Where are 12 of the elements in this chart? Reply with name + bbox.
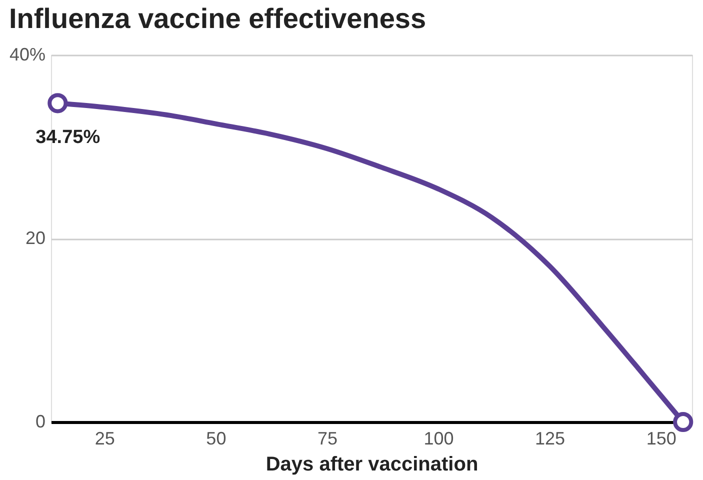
x-tick-label: 125 xyxy=(535,428,566,448)
x-tick-label: 75 xyxy=(317,428,338,448)
annotation: 34.75% xyxy=(36,127,100,148)
y-tick-label: 40% xyxy=(9,44,46,64)
chart-title: Influenza vaccine effectiveness xyxy=(8,3,426,34)
y-tick-label: 20 xyxy=(25,228,46,248)
y-tick-label: 0 xyxy=(35,412,46,432)
x-axis-title: Days after vaccination xyxy=(266,454,478,476)
x-tick-label: 100 xyxy=(424,428,454,448)
x-tick-label: 25 xyxy=(94,428,115,448)
x-tick-label: 50 xyxy=(206,428,226,448)
x-tick-label: 150 xyxy=(646,428,676,448)
